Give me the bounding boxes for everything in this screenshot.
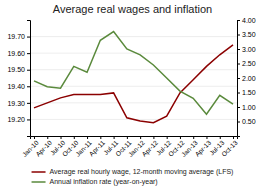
y-axis: 19.20 19.30 19.40 19.50 19.60 19.70 — [7, 21, 30, 137]
tick-label: 19.40 — [7, 83, 25, 90]
tick-label: 19.70 — [7, 33, 25, 40]
tick-mark — [237, 49, 240, 50]
y2-axis: 0.50 1.00 1.50 2.00 2.50 3.00 3.50 4.00 — [237, 17, 256, 137]
tick: 1.00 — [237, 104, 256, 111]
tick: 19.50 — [7, 66, 30, 73]
tick-label: 1.50 — [242, 89, 256, 96]
tick-label: 2.00 — [242, 75, 256, 82]
tick-label: 19.60 — [7, 50, 25, 57]
series-group — [34, 32, 233, 123]
tick-mark — [27, 119, 30, 120]
tick: 3.50 — [237, 31, 256, 38]
legend-label: Average real hourly wage, 12-month movin… — [50, 168, 234, 176]
tick: Oct-13 — [220, 136, 239, 158]
tick-mark — [237, 107, 240, 108]
tick-label: 0.50 — [242, 118, 256, 125]
tick-mark — [237, 93, 240, 94]
chart: 19.20 19.30 19.40 19.50 19.60 19.70 0.50 1.00 1.… — [0, 0, 265, 190]
tick: 0.50 — [237, 118, 256, 125]
grid-line — [30, 53, 237, 54]
tick-mark — [27, 37, 30, 38]
tick: Apr-11 — [88, 136, 107, 158]
line — [34, 32, 233, 115]
tick-label: Oct-13 — [220, 139, 239, 158]
grid-line — [30, 102, 237, 103]
tick: 19.60 — [7, 50, 30, 57]
grid — [30, 37, 237, 120]
tick-mark — [27, 103, 30, 104]
tick: 2.00 — [237, 75, 256, 82]
grid-line — [30, 69, 237, 70]
tick: 2.50 — [237, 60, 256, 67]
tick-mark — [237, 122, 240, 123]
legend-swatch — [32, 171, 46, 173]
axis-line — [238, 21, 241, 137]
plot: 19.20 19.30 19.40 19.50 19.60 19.70 0.50 1.00 1.… — [7, 17, 255, 159]
tick-mark — [237, 20, 240, 21]
tick-mark — [237, 35, 240, 36]
tick-label: 3.50 — [242, 31, 256, 38]
legend-item: Average real hourly wage, 12-month movin… — [32, 168, 234, 176]
tick-label: 4.00 — [242, 17, 256, 24]
tick-label: 19.20 — [7, 116, 25, 123]
tick-mark — [237, 64, 240, 65]
legend-label: Annual inflation rate (year-on-year) — [50, 178, 158, 186]
tick-mark — [27, 86, 30, 87]
axis-line — [27, 21, 31, 137]
legend-item: Annual inflation rate (year-on-year) — [32, 178, 158, 186]
tick: 3.00 — [237, 46, 256, 53]
tick-mark — [237, 78, 240, 79]
x-axis: Jan-10Apr-10Jul-10Oct-10Jan-11Apr-11Jul-… — [21, 136, 239, 158]
tick-label: 19.30 — [7, 100, 25, 107]
legend-swatch — [32, 181, 46, 183]
tick-label: 2.50 — [242, 60, 256, 67]
tick: 19.40 — [7, 83, 30, 90]
tick-mark — [27, 70, 30, 71]
tick: 19.20 — [7, 116, 30, 123]
tick-label: 1.00 — [242, 104, 256, 111]
title: Average real wages and inflation — [53, 3, 212, 15]
tick: 4.00 — [237, 17, 256, 24]
legend: Average real hourly wage, 12-month movin… — [32, 168, 234, 186]
grid-line — [30, 36, 237, 37]
tick-label: 19.50 — [7, 66, 25, 73]
tick: 19.30 — [7, 100, 30, 107]
tick: 1.50 — [237, 89, 256, 96]
tick: 19.70 — [7, 33, 30, 40]
tick-mark — [27, 53, 30, 54]
tick-label: 3.00 — [242, 46, 256, 53]
